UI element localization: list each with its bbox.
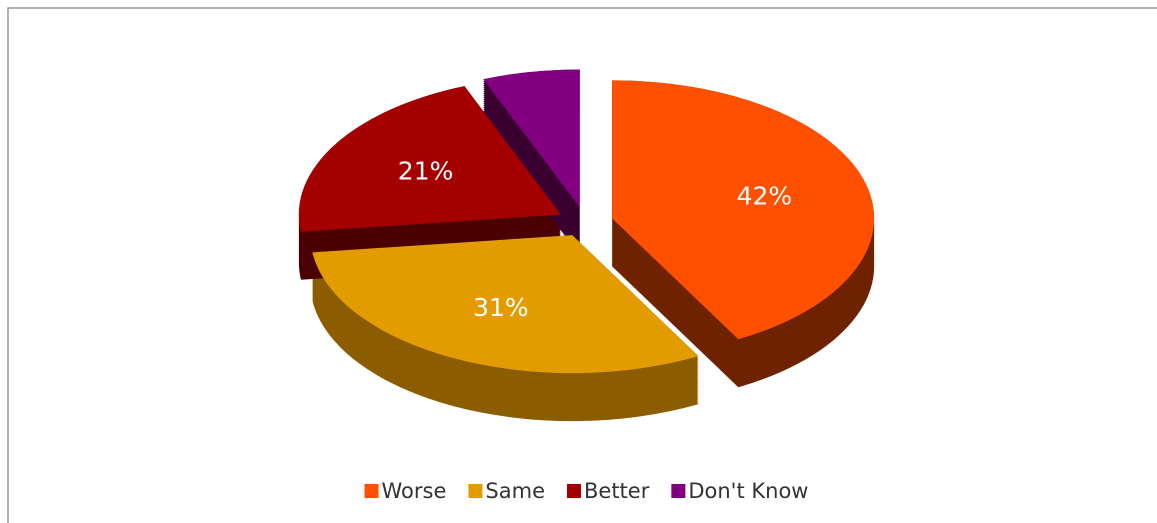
data-label: 21% — [398, 156, 454, 185]
slice — [483, 69, 580, 208]
legend-label: Worse — [382, 479, 447, 503]
legend-label: Better — [584, 479, 650, 503]
legend-swatch — [566, 484, 581, 498]
slice — [312, 235, 699, 374]
data-label: 31% — [473, 293, 529, 322]
legend: Worse Same Better Don't Know — [364, 479, 808, 503]
legend-label: Same — [485, 479, 545, 503]
slice — [298, 86, 561, 232]
legend-swatch — [468, 484, 483, 498]
legend-label: Don't Know — [688, 479, 808, 503]
legend-swatch — [671, 484, 686, 498]
slice — [612, 80, 875, 340]
data-label: 42% — [737, 182, 793, 211]
legend-swatch — [364, 484, 379, 498]
